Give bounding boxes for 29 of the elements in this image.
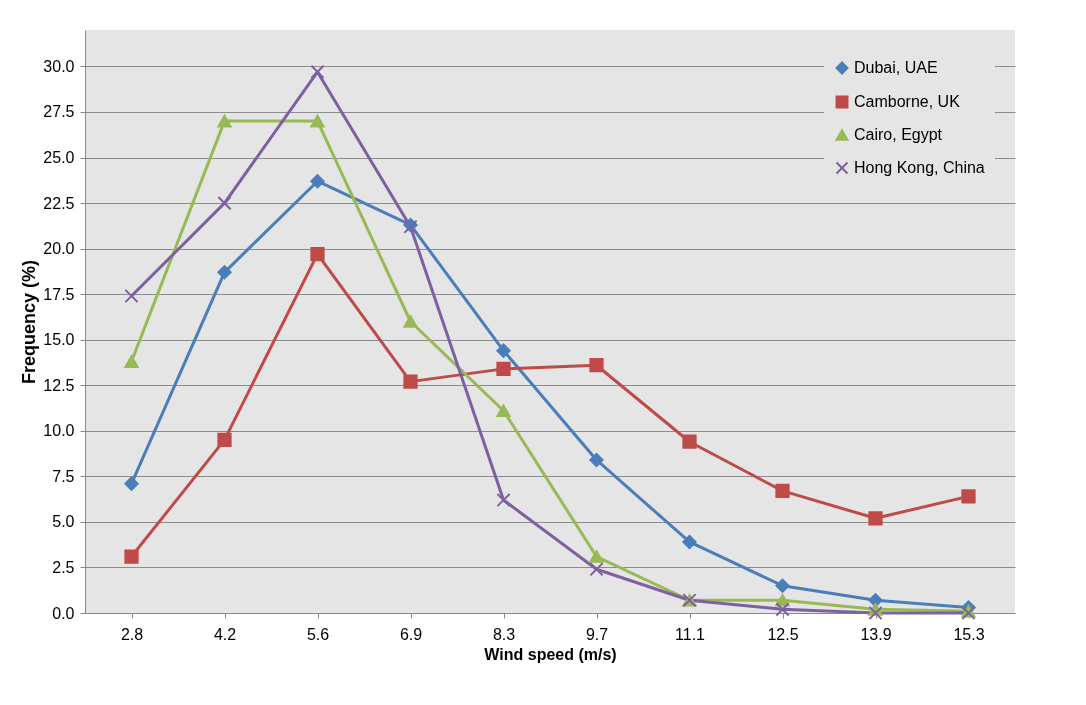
y-tick-label: 25.0: [43, 149, 75, 167]
legend-label: Hong Kong, China: [854, 159, 985, 176]
y-tick-label: 30.0: [43, 57, 75, 75]
x-tick-label: 15.3: [953, 625, 985, 643]
y-tick-label: 12.5: [43, 376, 75, 394]
x-tick-label: 6.9: [399, 625, 423, 643]
y-axis-title: Frequency (%): [19, 259, 40, 385]
y-tick-label: 7.5: [52, 467, 75, 485]
y-tick-label: 20.0: [43, 240, 75, 258]
legend-label: Cairo, Egypt: [854, 126, 943, 143]
y-tick-label: 0.0: [52, 604, 75, 622]
x-tick-label: 2.8: [120, 625, 144, 643]
y-tick-label: 5.0: [52, 513, 75, 531]
x-tick-label: 8.3: [492, 625, 516, 643]
legend-label: Dubai, UAE: [854, 59, 938, 76]
legend-label: Camborne, UK: [854, 93, 961, 110]
y-tick-label: 10.0: [43, 422, 75, 440]
x-tick-label: 13.9: [860, 625, 892, 643]
y-tick-label: 15.0: [43, 331, 75, 349]
y-tick-label: 2.5: [52, 558, 75, 576]
y-tick-label: 27.5: [43, 103, 75, 121]
y-tick-label: 22.5: [43, 194, 75, 212]
x-tick-label: 5.6: [306, 625, 330, 643]
x-tick-label: 12.5: [767, 625, 799, 643]
x-axis-title: Wind speed (m/s): [484, 645, 617, 663]
x-tick-label: 11.1: [675, 625, 706, 643]
x-tick-label: 4.2: [213, 625, 237, 643]
y-tick-label: 17.5: [43, 285, 75, 303]
x-tick-label: 9.7: [585, 625, 609, 643]
